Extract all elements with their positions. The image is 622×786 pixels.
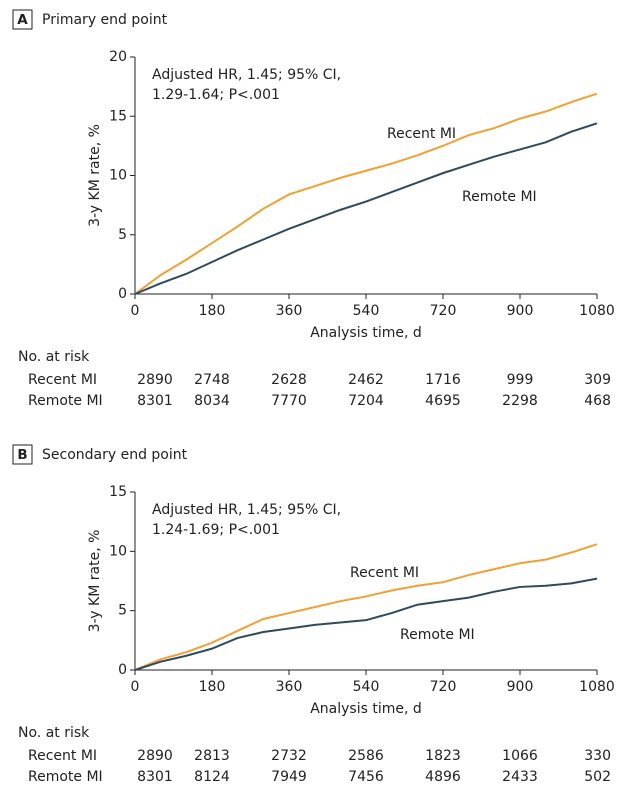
x-tick-label: 540 — [353, 303, 380, 319]
risk-count: 4896 — [425, 769, 461, 785]
panel-letter: A — [17, 12, 28, 28]
risk-row-label: Recent MI — [28, 372, 97, 388]
km-curve — [134, 577, 598, 671]
risk-table-title: No. at risk — [18, 349, 90, 365]
x-tick-label: 0 — [131, 679, 140, 695]
risk-count: 7204 — [348, 393, 384, 409]
risk-row-label: Remote MI — [28, 393, 103, 409]
x-tick-label: 1080 — [579, 679, 615, 695]
panel-title: Primary end point — [42, 12, 168, 28]
risk-count: 1066 — [502, 748, 538, 764]
y-tick-label: 10 — [109, 543, 127, 559]
x-tick-label: 180 — [199, 679, 226, 695]
risk-count: 8301 — [137, 393, 173, 409]
curve-label: Recent MI — [350, 565, 419, 581]
risk-count: 468 — [584, 393, 611, 409]
y-tick-label: 20 — [109, 49, 127, 65]
risk-count: 330 — [584, 748, 611, 764]
risk-row-label: Remote MI — [28, 769, 103, 785]
km-curve — [134, 92, 598, 295]
x-tick-label: 180 — [199, 303, 226, 319]
x-tick-label: 900 — [507, 679, 534, 695]
km-curve — [134, 543, 598, 671]
panel-title: Secondary end point — [42, 447, 188, 463]
y-tick-label: 15 — [109, 108, 127, 124]
risk-count: 2813 — [194, 748, 230, 764]
x-tick-label: 0 — [131, 303, 140, 319]
risk-count: 7949 — [271, 769, 307, 785]
x-tick-label: 1080 — [579, 303, 615, 319]
annotation: Adjusted HR, 1.45; 95% CI, — [152, 502, 341, 518]
y-axis-label: 3-y KM rate, % — [87, 124, 103, 227]
risk-count: 7456 — [348, 769, 384, 785]
x-tick-label: 540 — [353, 679, 380, 695]
curve-label: Remote MI — [400, 627, 475, 643]
y-tick-label: 5 — [118, 603, 127, 619]
risk-count: 8301 — [137, 769, 173, 785]
y-tick-label: 0 — [118, 286, 127, 302]
y-tick-label: 15 — [109, 484, 127, 500]
y-tick-label: 0 — [118, 662, 127, 678]
risk-count: 7770 — [271, 393, 307, 409]
risk-count: 2890 — [137, 372, 173, 388]
risk-count: 1716 — [425, 372, 461, 388]
x-tick-label: 720 — [430, 679, 457, 695]
annotation: 1.24-1.69; P<.001 — [152, 522, 280, 538]
risk-row-label: Recent MI — [28, 748, 97, 764]
x-tick-label: 720 — [430, 303, 457, 319]
x-tick-label: 900 — [507, 303, 534, 319]
x-axis-label: Analysis time, d — [310, 701, 422, 717]
x-axis-label: Analysis time, d — [310, 325, 422, 341]
risk-count: 2748 — [194, 372, 230, 388]
risk-count: 2732 — [271, 748, 307, 764]
panel-letter: B — [17, 447, 27, 463]
risk-count: 4695 — [425, 393, 461, 409]
risk-count: 2298 — [502, 393, 538, 409]
x-tick-label: 360 — [276, 303, 303, 319]
risk-count: 309 — [584, 372, 611, 388]
risk-count: 2586 — [348, 748, 384, 764]
y-tick-label: 5 — [118, 227, 127, 243]
annotation: 1.29-1.64; P<.001 — [152, 87, 280, 103]
risk-count: 2628 — [271, 372, 307, 388]
risk-count: 502 — [584, 769, 611, 785]
risk-count: 999 — [507, 372, 534, 388]
curve-label: Remote MI — [462, 189, 537, 205]
risk-count: 8034 — [194, 393, 230, 409]
risk-table-title: No. at risk — [18, 725, 90, 741]
panel-box — [12, 444, 33, 465]
x-tick-label: 360 — [276, 679, 303, 695]
risk-count: 2433 — [502, 769, 538, 785]
annotation: Adjusted HR, 1.45; 95% CI, — [152, 67, 341, 83]
risk-count: 1823 — [425, 748, 461, 764]
risk-count: 2462 — [348, 372, 384, 388]
risk-count: 2890 — [137, 748, 173, 764]
curve-label: Recent MI — [387, 126, 456, 142]
risk-count: 8124 — [194, 769, 230, 785]
y-axis-label: 3-y KM rate, % — [87, 530, 103, 633]
panel-box — [12, 9, 33, 30]
km-curve — [134, 122, 598, 295]
y-tick-label: 10 — [109, 168, 127, 184]
